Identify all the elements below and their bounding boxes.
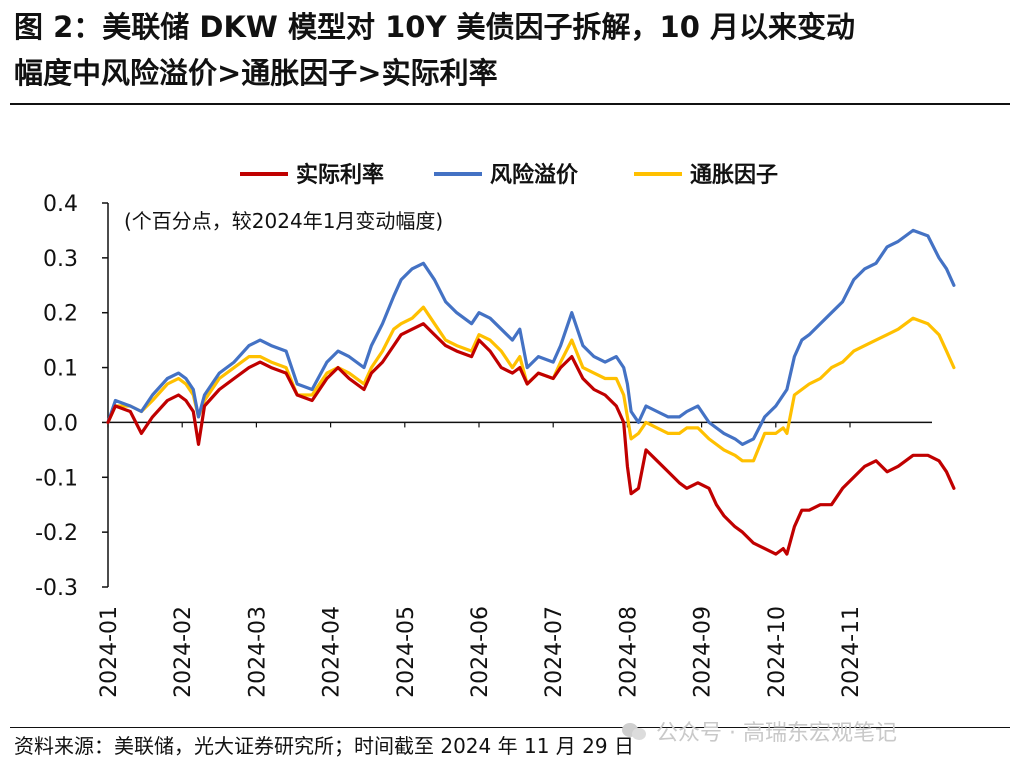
x-tick-label: 2024-06 — [468, 606, 493, 698]
y-tick-label: 0.1 — [43, 357, 78, 382]
y-tick-label: -0.3 — [35, 576, 78, 601]
x-tick-label: 2024-03 — [245, 606, 270, 698]
wechat-icon — [622, 720, 648, 742]
series-line-1 — [106, 322, 956, 556]
y-tick-label: 0.2 — [43, 302, 78, 327]
y-tick-label: 0.0 — [43, 411, 78, 436]
x-tick-label: 2024-04 — [320, 606, 345, 698]
x-tick-label: 2024-10 — [765, 606, 790, 698]
legend-label: 实际利率 — [296, 162, 384, 188]
title-line-2: 幅度中风险溢价>通胀因子>实际利率 — [14, 56, 498, 90]
series-lines — [106, 228, 956, 556]
series-line-3 — [106, 305, 956, 463]
source-divider — [10, 727, 1010, 728]
unit-annotation: (个百分点，较2024年1月变动幅度) — [124, 209, 443, 233]
axes: 0.4 0.3 0.2 0.1 0.0 -0.1 -0.2 -0.3 2024-01 2024-0… — [35, 192, 932, 698]
x-tick-label: 2024-02 — [171, 606, 196, 698]
x-tick-label: 2024-09 — [691, 606, 716, 698]
series-line-2 — [106, 228, 956, 446]
x-tick-label: 2024-07 — [542, 606, 567, 698]
watermark: 公众号 · 高瑞东宏观笔记 — [622, 715, 897, 747]
legend: 实际利率 风险溢价 通胀因子 — [240, 162, 778, 188]
chart-title: 图 2：美联储 DKW 模型对 10Y 美债因子拆解，10 月以来变动 幅度中风… — [14, 4, 999, 96]
x-tick-label: 2024-11 — [839, 606, 864, 698]
x-tick-label: 2024-05 — [394, 606, 419, 698]
watermark-text: 公众号 · 高瑞东宏观笔记 — [656, 721, 897, 746]
x-tick-label: 2024-01 — [97, 606, 122, 698]
y-tick-label: 0.4 — [43, 192, 78, 217]
y-tick-label: -0.2 — [35, 521, 78, 546]
source-note: 资料来源：美联储，光大证券研究所；时间截至 2024 年 11 月 29 日 — [14, 734, 634, 758]
y-tick-label: 0.3 — [43, 247, 78, 272]
y-tick-label: -0.1 — [35, 466, 78, 491]
title-divider — [10, 103, 1010, 105]
x-tick-label: 2024-08 — [616, 606, 641, 698]
title-line-1: 图 2：美联储 DKW 模型对 10Y 美债因子拆解，10 月以来变动 — [14, 10, 856, 44]
legend-label: 通胀因子 — [690, 163, 778, 188]
legend-label: 风险溢价 — [490, 162, 579, 188]
